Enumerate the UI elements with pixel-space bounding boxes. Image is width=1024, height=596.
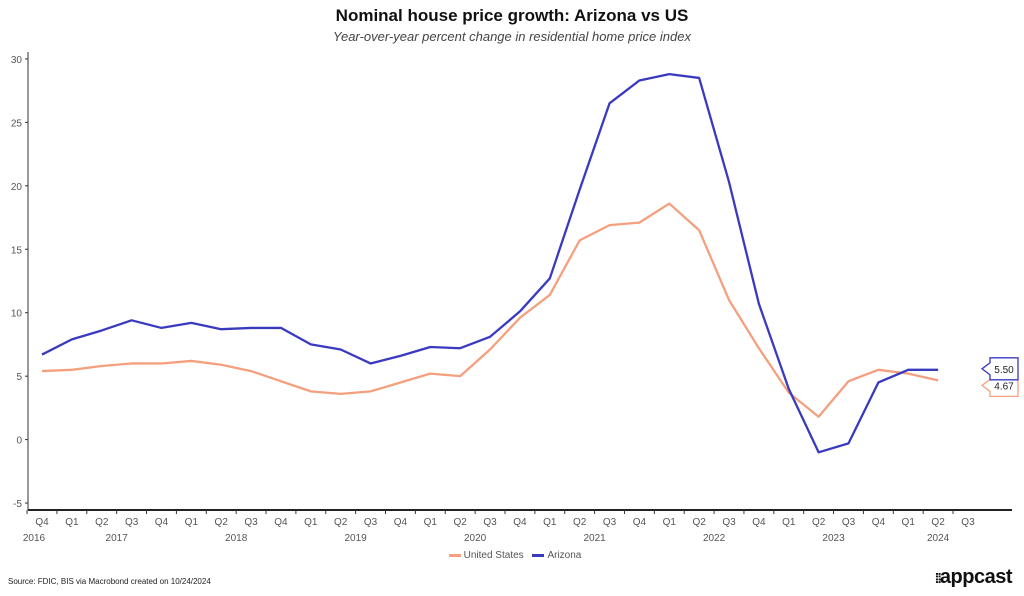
x-year-label: 2020: [464, 533, 487, 544]
legend-swatch-arizona: [532, 553, 545, 557]
x-tick-label: Q2: [812, 517, 826, 528]
x-tick-label: Q3: [125, 517, 139, 528]
x-year-label: 2024: [927, 533, 950, 544]
x-tick-label: Q3: [842, 517, 856, 528]
x-tick-label: Q2: [692, 517, 706, 528]
x-tick-label: Q4: [752, 517, 766, 528]
x-year-label: 2016: [23, 533, 46, 544]
x-tick-label: Q2: [334, 517, 348, 528]
x-tick-label: Q1: [902, 517, 916, 528]
y-tick-label: -5: [13, 499, 22, 510]
x-year-label: 2023: [822, 533, 845, 544]
x-tick-label: Q4: [633, 517, 647, 528]
x-tick-label: Q4: [513, 517, 527, 528]
x-tick-label: Q4: [155, 517, 169, 528]
y-tick-label: 10: [11, 309, 23, 320]
x-tick-label: Q2: [95, 517, 109, 528]
x-tick-label: Q3: [244, 517, 258, 528]
x-tick-label: Q4: [394, 517, 408, 528]
x-tick-label: Q1: [185, 517, 199, 528]
x-tick-label: Q1: [663, 517, 677, 528]
logo-text: appcast: [939, 566, 1013, 588]
y-tick-label: 30: [11, 55, 23, 66]
legend: United States Arizona: [0, 550, 1024, 561]
y-tick-label: 15: [11, 245, 23, 256]
x-tick-label: Q3: [364, 517, 378, 528]
series-line-arizona: [41, 72, 939, 454]
x-tick-label: Q1: [304, 517, 318, 528]
x-tick-label: Q2: [573, 517, 587, 528]
x-tick-label: Q1: [782, 517, 796, 528]
last-value-label: 5.50: [994, 365, 1014, 376]
y-tick-label: 20: [11, 182, 23, 193]
x-year-label: 2018: [225, 533, 248, 544]
x-tick-label: Q4: [872, 517, 886, 528]
x-year-label: 2021: [583, 533, 606, 544]
appcast-logo: ⁞⁞appcast: [934, 566, 1013, 588]
x-tick-label: Q3: [483, 517, 497, 528]
y-tick-label: 5: [16, 372, 22, 383]
legend-label-arizona: Arizona: [547, 550, 582, 561]
x-tick-label: Q2: [931, 517, 945, 528]
y-tick-label: 25: [11, 118, 23, 129]
chart-subtitle: Year-over-year percent change in residen…: [333, 29, 691, 44]
x-tick-label: Q1: [65, 517, 79, 528]
x-tick-label: Q2: [215, 517, 229, 528]
x-tick-label: Q1: [543, 517, 557, 528]
x-tick-label: Q3: [722, 517, 736, 528]
source-note: Source: FDIC, BIS via Macrobond created …: [8, 577, 211, 586]
x-tick-label: Q4: [35, 517, 49, 528]
chart-title: Nominal house price growth: Arizona vs U…: [335, 6, 689, 25]
x-tick-label: Q4: [274, 517, 288, 528]
x-tick-label: Q3: [961, 517, 975, 528]
last-value-tag: [980, 357, 1019, 381]
x-tick-label: Q3: [603, 517, 617, 528]
series-line-united-states: [41, 202, 939, 418]
y-tick-label: 0: [16, 436, 22, 447]
x-year-label: 2017: [106, 533, 129, 544]
x-year-label: 2019: [345, 533, 368, 544]
legend-swatch-us: [448, 553, 461, 557]
legend-label-us: United States: [463, 550, 524, 561]
x-year-label: 2022: [703, 533, 726, 544]
x-tick-label: Q2: [454, 517, 468, 528]
x-tick-label: Q1: [424, 517, 438, 528]
last-value-label: 4.67: [994, 381, 1014, 392]
